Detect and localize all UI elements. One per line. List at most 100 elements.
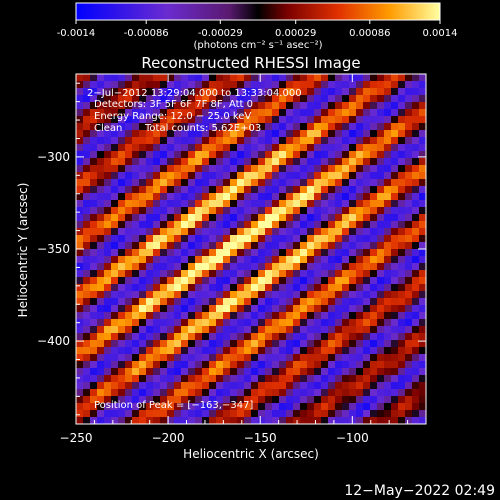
heatmap-cell bbox=[391, 186, 399, 194]
heatmap-cell bbox=[265, 382, 273, 390]
heatmap-cell bbox=[97, 228, 105, 236]
heatmap-cell bbox=[272, 347, 280, 355]
heatmap-cell bbox=[83, 158, 91, 166]
heatmap-cell bbox=[363, 130, 371, 138]
heatmap-cell bbox=[202, 137, 210, 145]
heatmap-cell bbox=[370, 228, 378, 236]
heatmap-cell bbox=[300, 137, 308, 145]
heatmap-cell bbox=[349, 165, 357, 173]
heatmap-cell bbox=[139, 123, 147, 131]
heatmap-cell bbox=[405, 151, 413, 159]
heatmap-cell bbox=[398, 249, 406, 257]
heatmap-cell bbox=[272, 179, 280, 187]
heatmap-cell bbox=[300, 144, 308, 152]
heatmap-cell bbox=[405, 291, 413, 299]
heatmap-cell bbox=[349, 88, 357, 96]
heatmap-cell bbox=[160, 74, 168, 82]
heatmap-cell bbox=[83, 410, 91, 418]
heatmap-cell bbox=[370, 340, 378, 348]
heatmap-cell bbox=[293, 151, 301, 159]
heatmap-cell bbox=[335, 354, 343, 362]
heatmap-cell bbox=[244, 333, 252, 341]
heatmap-cell bbox=[377, 172, 385, 180]
heatmap-cell bbox=[111, 221, 119, 229]
heatmap-cell bbox=[314, 249, 322, 257]
heatmap-cell bbox=[398, 375, 406, 383]
heatmap-cell bbox=[279, 137, 287, 145]
heatmap-cell bbox=[419, 221, 426, 229]
heatmap-cell bbox=[335, 291, 343, 299]
heatmap-cell bbox=[335, 277, 343, 285]
heatmap-cell bbox=[160, 270, 168, 278]
heatmap-cell bbox=[251, 354, 259, 362]
heatmap-cell bbox=[188, 298, 196, 306]
heatmap-cell bbox=[377, 116, 385, 124]
heatmap-cell bbox=[314, 389, 322, 397]
heatmap-cell bbox=[391, 207, 399, 215]
heatmap-cell bbox=[188, 242, 196, 250]
heatmap-cell bbox=[300, 221, 308, 229]
heatmap-cell bbox=[314, 151, 322, 159]
heatmap-cell bbox=[286, 235, 294, 243]
heatmap-cell bbox=[174, 109, 182, 117]
heatmap-cell bbox=[118, 270, 126, 278]
heatmap-cell bbox=[181, 235, 189, 243]
heatmap-cell bbox=[90, 186, 98, 194]
heatmap-cell bbox=[258, 270, 266, 278]
heatmap-cell bbox=[223, 403, 231, 411]
heatmap-cell bbox=[181, 144, 189, 152]
heatmap-cell bbox=[97, 305, 105, 313]
heatmap-cell bbox=[342, 312, 350, 320]
heatmap-cell bbox=[251, 326, 259, 334]
heatmap-cell bbox=[118, 347, 126, 355]
heatmap-cell bbox=[363, 361, 371, 369]
heatmap-cell bbox=[188, 270, 196, 278]
heatmap-cell bbox=[370, 116, 378, 124]
heatmap-cell bbox=[258, 326, 266, 334]
heatmap-cell bbox=[83, 284, 91, 292]
heatmap-cell bbox=[90, 263, 98, 271]
heatmap-cell bbox=[328, 270, 336, 278]
heatmap-cell bbox=[223, 172, 231, 180]
heatmap-cell bbox=[398, 214, 406, 222]
heatmap-cell bbox=[370, 144, 378, 152]
heatmap-cell bbox=[384, 284, 392, 292]
heatmap-cell bbox=[377, 375, 385, 383]
heatmap-cell bbox=[125, 144, 133, 152]
heatmap-cell bbox=[223, 368, 231, 376]
heatmap-cell bbox=[328, 319, 336, 327]
heatmap-cell bbox=[412, 298, 420, 306]
heatmap-cell bbox=[83, 200, 91, 208]
heatmap-cell bbox=[209, 389, 217, 397]
heatmap-cell bbox=[174, 298, 182, 306]
heatmap-cell bbox=[76, 347, 84, 355]
heatmap-cell bbox=[300, 235, 308, 243]
heatmap-cell bbox=[111, 102, 119, 110]
heatmap-cell bbox=[300, 186, 308, 194]
heatmap-cell bbox=[153, 186, 161, 194]
heatmap-cell bbox=[391, 361, 399, 369]
heatmap-cell bbox=[230, 396, 238, 404]
heatmap-cell bbox=[188, 319, 196, 327]
heatmap-cell bbox=[321, 74, 329, 82]
heatmap-cell bbox=[286, 193, 294, 201]
heatmap-cell bbox=[265, 221, 273, 229]
heatmap-cell bbox=[216, 207, 224, 215]
y-axis-label: Heliocentric Y (arcsec) bbox=[16, 183, 30, 318]
heatmap-cell bbox=[377, 235, 385, 243]
heatmap-cell bbox=[363, 368, 371, 376]
heatmap-cell bbox=[139, 389, 147, 397]
heatmap-cell bbox=[314, 347, 322, 355]
heatmap-cell bbox=[279, 207, 287, 215]
heatmap-cell bbox=[209, 102, 217, 110]
heatmap-cell bbox=[279, 256, 287, 264]
heatmap-cell bbox=[349, 172, 357, 180]
heatmap-cell bbox=[125, 151, 133, 159]
heatmap-cell bbox=[251, 109, 259, 117]
heatmap-cell bbox=[167, 214, 175, 222]
heatmap-cell bbox=[118, 165, 126, 173]
heatmap-cell bbox=[370, 382, 378, 390]
heatmap-cell bbox=[160, 186, 168, 194]
heatmap-cell bbox=[174, 417, 182, 424]
heatmap-cell bbox=[118, 193, 126, 201]
